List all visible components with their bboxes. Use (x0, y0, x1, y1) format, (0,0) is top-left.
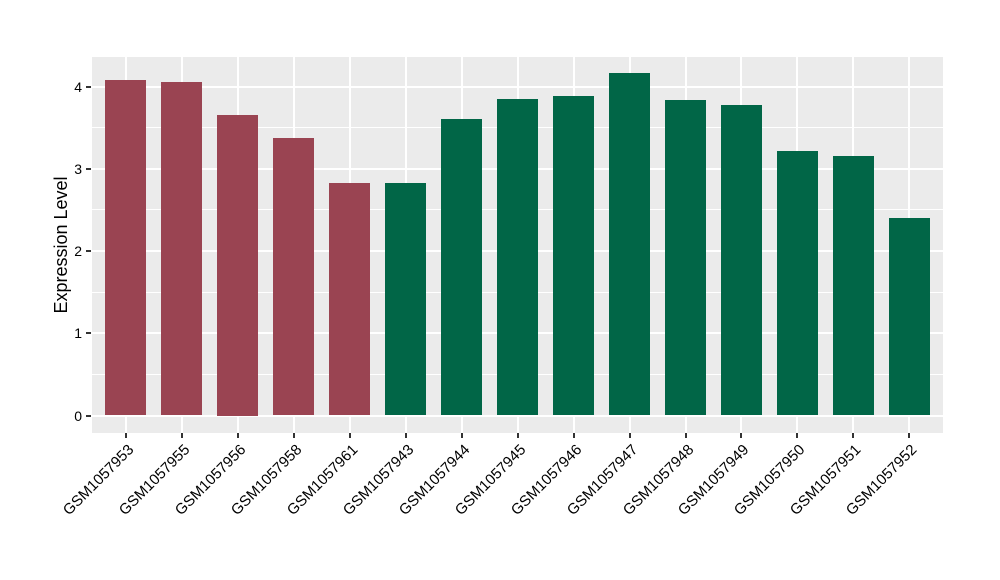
x-tick-mark (796, 433, 799, 438)
y-tick-label: 0 (74, 407, 82, 424)
x-tick-mark (516, 433, 519, 438)
x-tick-mark (460, 433, 463, 438)
y-tick-mark (86, 167, 91, 170)
x-tick-mark (124, 433, 127, 438)
bar-GSM1057953 (105, 79, 147, 416)
bar-GSM1057944 (441, 119, 482, 416)
y-tick-mark (86, 85, 91, 88)
y-tick-label: 2 (74, 243, 82, 259)
x-tick-mark (740, 433, 743, 438)
x-tick-mark (572, 433, 575, 438)
y-tick-label: 4 (74, 78, 82, 95)
y-tick-label: 1 (74, 325, 82, 342)
bar-GSM1057945 (497, 98, 538, 416)
x-tick-label: GSM1057952 (843, 441, 921, 519)
plot-panel (92, 57, 943, 433)
bar-GSM1057955 (161, 82, 203, 416)
x-tick-mark (628, 433, 631, 438)
x-tick-mark (180, 433, 183, 438)
bar-GSM1057956 (217, 114, 259, 416)
bar-GSM1057943 (385, 182, 426, 416)
x-tick-mark (348, 433, 351, 438)
x-tick-mark (292, 433, 295, 438)
y-tick-label: 3 (74, 160, 82, 177)
y-tick-mark (86, 250, 91, 252)
x-tick-mark (236, 433, 239, 438)
bar-GSM1057952 (888, 218, 930, 416)
x-tick-mark (852, 433, 855, 438)
x-tick-mark (404, 433, 407, 438)
bar-GSM1057950 (776, 150, 818, 416)
bar-GSM1057958 (273, 138, 315, 416)
bar-GSM1057948 (665, 99, 706, 416)
x-tick-mark (684, 433, 687, 438)
bar-GSM1057961 (329, 182, 370, 416)
bar-GSM1057946 (553, 96, 594, 416)
bar-GSM1057949 (720, 104, 762, 416)
y-tick-mark (86, 332, 91, 335)
y-tick-mark (86, 414, 91, 417)
bar-GSM1057947 (609, 73, 650, 416)
x-tick-mark (908, 433, 911, 438)
bar-GSM1057951 (832, 155, 874, 416)
